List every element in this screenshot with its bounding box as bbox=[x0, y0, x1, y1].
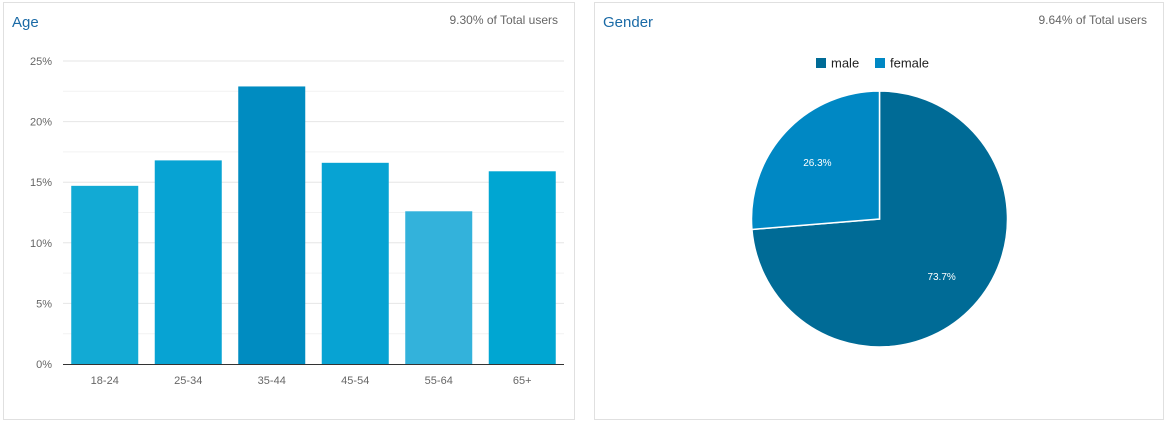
bar bbox=[238, 86, 306, 365]
legend-swatch bbox=[875, 58, 885, 68]
gender-pie-chart: male female 73.7% 26.3% bbox=[750, 56, 1009, 348]
y-tick-label: 25% bbox=[30, 56, 52, 68]
x-tick-label: 55-64 bbox=[425, 375, 453, 387]
age-card-subtitle: 9.30% of Total users bbox=[449, 13, 558, 27]
bar bbox=[488, 171, 556, 364]
legend-label: female bbox=[890, 56, 929, 71]
legend-label: male bbox=[831, 56, 859, 71]
bar bbox=[321, 162, 389, 364]
age-bar-chart: 0% 5% 10% 15% 20% 25% 18-24 25-34 35-44 45-54 55-6… bbox=[30, 56, 564, 387]
x-tick-label: 35-44 bbox=[258, 375, 286, 387]
bar bbox=[405, 211, 473, 364]
age-card: Age 9.30% of Total users 0% 5% 10% 15% 20% 25… bbox=[3, 2, 575, 420]
legend-swatch bbox=[816, 58, 826, 68]
slice-value-label: 26.3% bbox=[803, 158, 831, 169]
x-tick-label: 18-24 bbox=[91, 375, 119, 387]
y-tick-label: 15% bbox=[30, 177, 52, 189]
gender-card-title: Gender bbox=[603, 14, 654, 31]
y-tick-label: 5% bbox=[36, 298, 52, 310]
bar bbox=[154, 160, 222, 364]
y-tick-label: 10% bbox=[30, 238, 52, 250]
y-tick-label: 20% bbox=[30, 117, 52, 129]
gender-card: Gender 9.64% of Total users male female 73… bbox=[594, 2, 1164, 420]
x-tick-label: 25-34 bbox=[174, 375, 202, 387]
pie-slice bbox=[750, 90, 881, 231]
age-card-title: Age bbox=[12, 14, 39, 31]
y-tick-label: 0% bbox=[36, 359, 52, 371]
bar bbox=[71, 185, 139, 364]
gender-card-subtitle: 9.64% of Total users bbox=[1038, 13, 1147, 27]
x-tick-label: 45-54 bbox=[341, 375, 369, 387]
slice-value-label: 73.7% bbox=[927, 272, 955, 283]
x-tick-label: 65+ bbox=[513, 375, 532, 387]
